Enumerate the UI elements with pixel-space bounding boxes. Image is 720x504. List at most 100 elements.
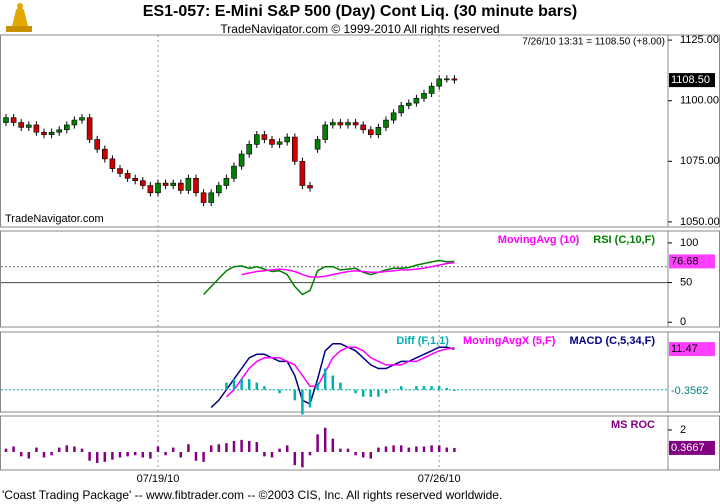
bar: [118, 451, 122, 458]
candle-body: [86, 117, 93, 140]
bar: [437, 445, 441, 452]
candle-body: [345, 122, 351, 126]
bar: [445, 387, 449, 390]
candle-body: [276, 141, 283, 145]
bar: [453, 389, 456, 391]
value-box-label: 76.68: [671, 255, 699, 267]
series-line: [241, 261, 455, 278]
bar: [263, 386, 266, 390]
bar: [19, 451, 23, 457]
bar: [225, 443, 228, 452]
bar: [339, 382, 342, 390]
candle-body: [33, 124, 40, 133]
series-line: [203, 259, 455, 296]
bar: [392, 445, 395, 452]
bar: [225, 382, 228, 390]
bar: [57, 447, 61, 452]
candle-body: [94, 139, 100, 150]
candle-body: [10, 117, 17, 123]
bar: [12, 446, 15, 452]
candle-body: [367, 129, 374, 135]
bar: [316, 382, 319, 390]
candle-body: [64, 124, 70, 131]
y-tick-label: 100: [680, 237, 698, 249]
bar: [232, 379, 236, 390]
bar: [278, 389, 281, 394]
legend-entry: MS ROC: [611, 419, 655, 431]
candle-body: [155, 182, 161, 194]
candle-body: [117, 168, 123, 174]
bar: [377, 389, 380, 397]
candle-body: [390, 112, 397, 121]
bar: [202, 451, 205, 462]
bar: [50, 451, 53, 456]
candle-body: [299, 161, 306, 186]
bar: [209, 445, 213, 452]
value-box: [669, 342, 715, 357]
bar: [323, 368, 327, 390]
candle-body: [314, 139, 321, 150]
bar: [430, 445, 433, 452]
candle-body: [291, 136, 298, 162]
bar: [301, 389, 304, 415]
bar: [73, 446, 76, 452]
candle-body: [421, 93, 427, 99]
candle-body: [360, 124, 367, 131]
bar: [270, 389, 274, 391]
legend-entry: MovingAvgX (5,F): [463, 335, 556, 347]
candle-body: [147, 185, 154, 194]
candle-body: [375, 127, 382, 135]
bar: [316, 434, 319, 452]
bar: [301, 451, 304, 468]
bar: [164, 451, 167, 456]
bar: [88, 451, 91, 461]
candle-body: [383, 119, 389, 128]
candle-body: [48, 131, 55, 135]
series-line: [225, 346, 455, 398]
y-tick-label: 1100.00: [680, 95, 719, 107]
legend-entry: RSI (C,10,F): [593, 234, 655, 246]
y-tick-label: 1050.00: [680, 216, 720, 228]
bar: [247, 379, 251, 390]
candle-body: [132, 177, 138, 181]
bar: [103, 451, 107, 462]
candle-body: [284, 136, 291, 143]
bar: [293, 389, 297, 401]
y-tick-label: 1075.00: [680, 155, 720, 167]
series-line: [210, 342, 455, 408]
y-tick-label: 50: [680, 276, 692, 288]
bar: [369, 389, 373, 397]
bar: [308, 389, 312, 408]
price-info: 7/26/10 13:31 = 1108.50 (+8.00): [522, 37, 665, 48]
x-tick-label: 07/26/10: [418, 473, 461, 485]
candle-body: [261, 134, 268, 140]
bar: [346, 448, 350, 452]
candle-body: [428, 85, 435, 94]
candle-body: [140, 180, 146, 186]
candle-body: [208, 192, 214, 203]
bar: [377, 447, 380, 452]
bar: [361, 451, 365, 458]
candle-body: [307, 185, 313, 189]
bar: [255, 382, 259, 390]
bar: [247, 440, 251, 452]
bar: [445, 447, 449, 452]
bar: [323, 427, 327, 452]
bar: [133, 451, 137, 456]
bar: [255, 442, 259, 452]
candle-body: [238, 153, 245, 167]
bar: [194, 451, 198, 461]
candle-body: [352, 122, 359, 126]
y-tick-label: 0: [680, 316, 686, 328]
logo: [6, 3, 32, 32]
bar: [232, 440, 236, 452]
bar: [384, 389, 388, 394]
bar: [430, 386, 433, 390]
candle-body: [337, 122, 344, 126]
candle-body: [443, 78, 450, 81]
bar: [354, 389, 357, 394]
candle-body: [223, 177, 230, 186]
value-box: [669, 73, 715, 88]
bar: [179, 451, 183, 458]
